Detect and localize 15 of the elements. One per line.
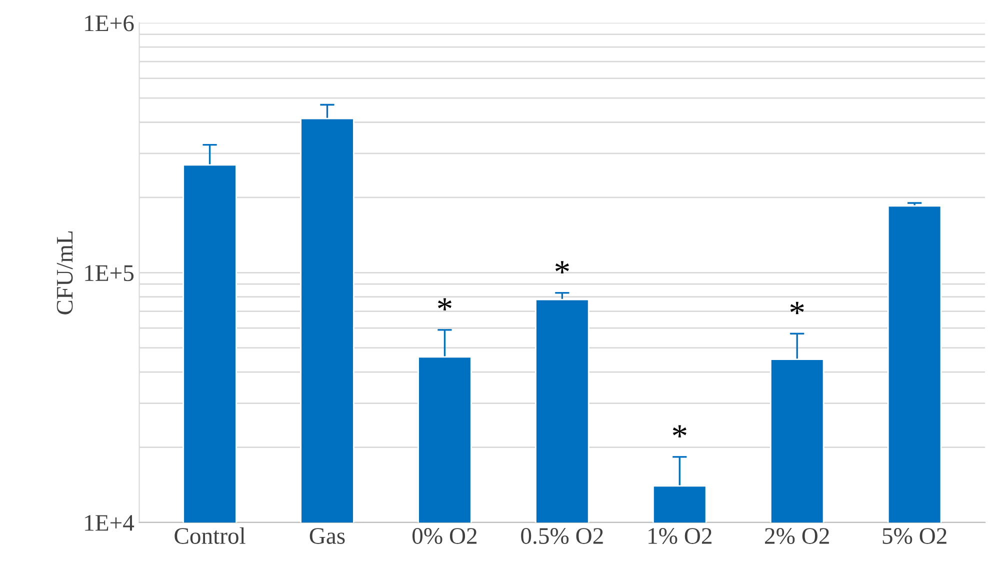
x-tick-label: 1% O2	[648, 528, 712, 544]
x-tick-label: 0.5% O2	[521, 528, 603, 544]
annotation: *	[790, 302, 804, 314]
y-tick-label: 1E+5	[85, 265, 134, 282]
x-tick-label: Gas	[310, 528, 345, 544]
annotation: *	[555, 261, 569, 274]
x-tick-label: 0% O2	[412, 528, 477, 544]
annotation: *	[438, 298, 452, 310]
x-tick-label: 5% O2	[882, 528, 946, 544]
y-tick-label: 1E+4	[85, 515, 134, 531]
y-tick-label: 1E+6	[85, 15, 134, 32]
annotation: *	[672, 425, 686, 438]
x-tick-label: 2% O2	[765, 528, 829, 544]
y-axis-title: CFU/mL	[56, 231, 73, 314]
x-tick-label: Control	[174, 527, 246, 544]
